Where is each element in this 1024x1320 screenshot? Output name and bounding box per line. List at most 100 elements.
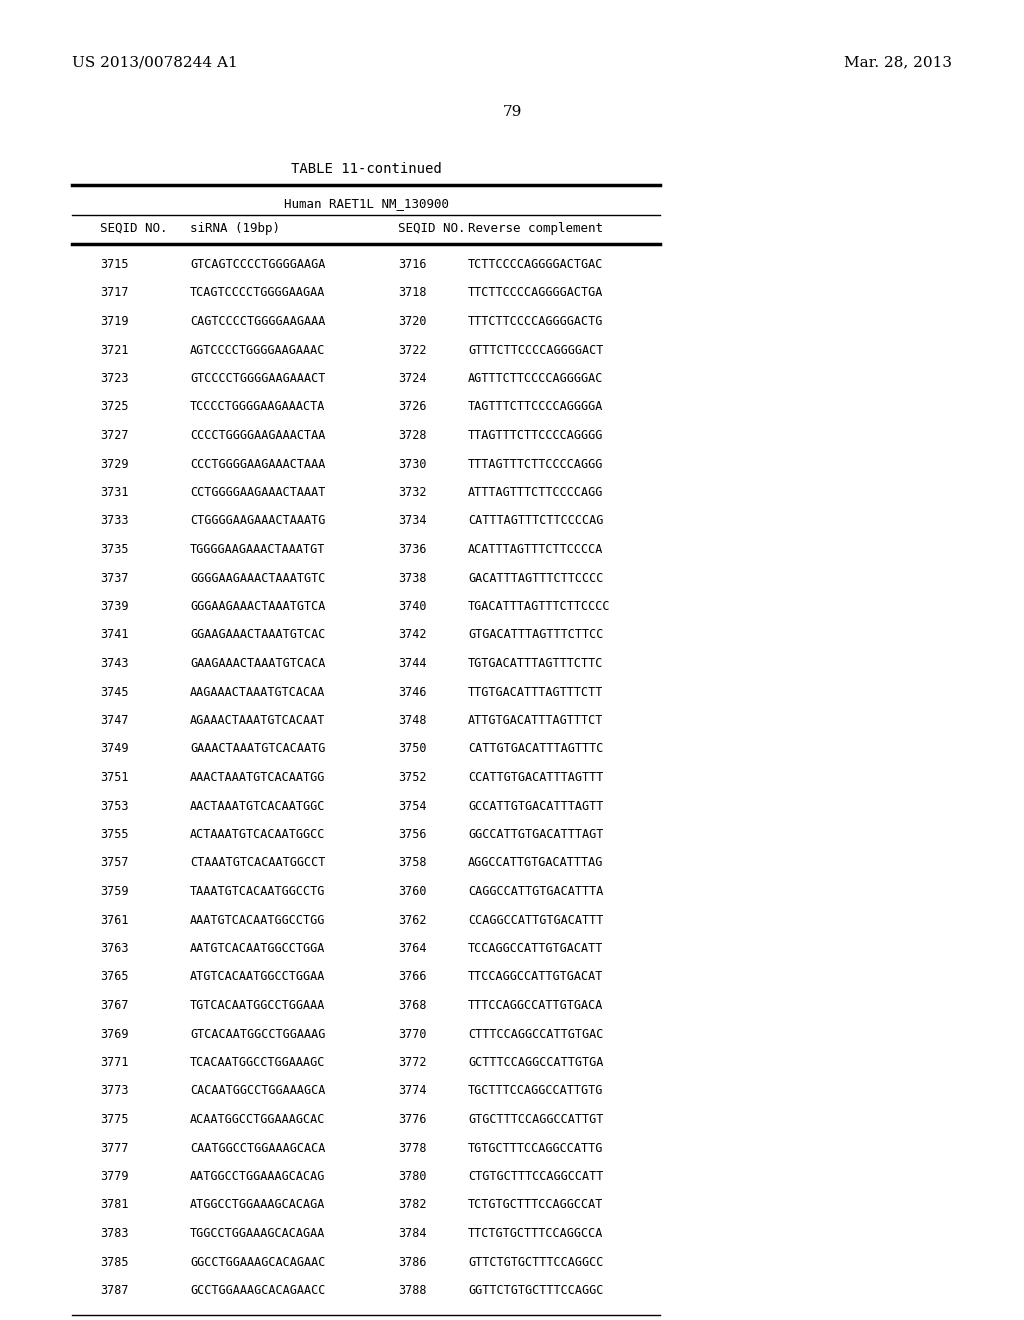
Text: ACAATGGCCTGGAAAGCAC: ACAATGGCCTGGAAAGCAC — [190, 1113, 326, 1126]
Text: 3750: 3750 — [398, 742, 427, 755]
Text: GGCCATTGTGACATTTAGT: GGCCATTGTGACATTTAGT — [468, 828, 603, 841]
Text: GGTTCTGTGCTTTCCAGGC: GGTTCTGTGCTTTCCAGGC — [468, 1284, 603, 1298]
Text: GTCCCCTGGGGAAGAAACT: GTCCCCTGGGGAAGAAACT — [190, 372, 326, 385]
Text: 3753: 3753 — [100, 800, 128, 813]
Text: GGGGAAGAAACTAAATGTC: GGGGAAGAAACTAAATGTC — [190, 572, 326, 585]
Text: AGTTTCTTCCCCAGGGGAC: AGTTTCTTCCCCAGGGGAC — [468, 372, 603, 385]
Text: AAATGTCACAATGGCCTGG: AAATGTCACAATGGCCTGG — [190, 913, 326, 927]
Text: AATGTCACAATGGCCTGGA: AATGTCACAATGGCCTGGA — [190, 942, 326, 954]
Text: TCTTCCCCAGGGGACTGAC: TCTTCCCCAGGGGACTGAC — [468, 257, 603, 271]
Text: GGCCTGGAAAGCACAGAAC: GGCCTGGAAAGCACAGAAC — [190, 1255, 326, 1269]
Text: CCAGGCCATTGTGACATTT: CCAGGCCATTGTGACATTT — [468, 913, 603, 927]
Text: 3745: 3745 — [100, 685, 128, 698]
Text: 3778: 3778 — [398, 1142, 427, 1155]
Text: CACAATGGCCTGGAAAGCA: CACAATGGCCTGGAAAGCA — [190, 1085, 326, 1097]
Text: 3765: 3765 — [100, 970, 128, 983]
Text: TCCAGGCCATTGTGACATT: TCCAGGCCATTGTGACATT — [468, 942, 603, 954]
Text: US 2013/0078244 A1: US 2013/0078244 A1 — [72, 55, 238, 69]
Text: 3756: 3756 — [398, 828, 427, 841]
Text: CTAAATGTCACAATGGCCT: CTAAATGTCACAATGGCCT — [190, 857, 326, 870]
Text: TTTCTTCCCCAGGGGACTG: TTTCTTCCCCAGGGGACTG — [468, 315, 603, 327]
Text: CCATTGTGACATTTAGTTT: CCATTGTGACATTTAGTTT — [468, 771, 603, 784]
Text: 3734: 3734 — [398, 515, 427, 528]
Text: 3739: 3739 — [100, 601, 128, 612]
Text: 3774: 3774 — [398, 1085, 427, 1097]
Text: 3784: 3784 — [398, 1228, 427, 1239]
Text: 3726: 3726 — [398, 400, 427, 413]
Text: GTCACAATGGCCTGGAAAG: GTCACAATGGCCTGGAAAG — [190, 1027, 326, 1040]
Text: CATTGTGACATTTAGTTTC: CATTGTGACATTTAGTTTC — [468, 742, 603, 755]
Text: 3776: 3776 — [398, 1113, 427, 1126]
Text: TTGTGACATTTAGTTTCTT: TTGTGACATTTAGTTTCTT — [468, 685, 603, 698]
Text: 3730: 3730 — [398, 458, 427, 470]
Text: GTTTCTTCCCCAGGGGACT: GTTTCTTCCCCAGGGGACT — [468, 343, 603, 356]
Text: ATTGTGACATTTAGTTTCT: ATTGTGACATTTAGTTTCT — [468, 714, 603, 727]
Text: AAGAAACTAAATGTCACAA: AAGAAACTAAATGTCACAA — [190, 685, 326, 698]
Text: 3738: 3738 — [398, 572, 427, 585]
Text: AAACTAAATGTCACAATGG: AAACTAAATGTCACAATGG — [190, 771, 326, 784]
Text: TABLE 11-continued: TABLE 11-continued — [291, 162, 441, 176]
Text: TTCCAGGCCATTGTGACAT: TTCCAGGCCATTGTGACAT — [468, 970, 603, 983]
Text: CTGTGCTTTCCAGGCCATT: CTGTGCTTTCCAGGCCATT — [468, 1170, 603, 1183]
Text: TGGCCTGGAAAGCACAGAA: TGGCCTGGAAAGCACAGAA — [190, 1228, 326, 1239]
Text: 3731: 3731 — [100, 486, 128, 499]
Text: Human RAET1L NM_130900: Human RAET1L NM_130900 — [284, 197, 449, 210]
Text: 3762: 3762 — [398, 913, 427, 927]
Text: 3758: 3758 — [398, 857, 427, 870]
Text: 79: 79 — [503, 106, 521, 119]
Text: TGTCACAATGGCCTGGAAA: TGTCACAATGGCCTGGAAA — [190, 999, 326, 1012]
Text: ATTTAGTTTCTTCCCCAGG: ATTTAGTTTCTTCCCCAGG — [468, 486, 603, 499]
Text: TCTGTGCTTTCCAGGCCAT: TCTGTGCTTTCCAGGCCAT — [468, 1199, 603, 1212]
Text: 3786: 3786 — [398, 1255, 427, 1269]
Text: GGAAGAAACTAAATGTCAC: GGAAGAAACTAAATGTCAC — [190, 628, 326, 642]
Text: 3728: 3728 — [398, 429, 427, 442]
Text: 3749: 3749 — [100, 742, 128, 755]
Text: GTCAGTCCCCTGGGGAAGA: GTCAGTCCCCTGGGGAAGA — [190, 257, 326, 271]
Text: GAAACTAAATGTCACAATG: GAAACTAAATGTCACAATG — [190, 742, 326, 755]
Text: AGTCCCCTGGGGAAGAAAC: AGTCCCCTGGGGAAGAAAC — [190, 343, 326, 356]
Text: TGTGCTTTCCAGGCCATTG: TGTGCTTTCCAGGCCATTG — [468, 1142, 603, 1155]
Text: TTCTTCCCCAGGGGACTGA: TTCTTCCCCAGGGGACTGA — [468, 286, 603, 300]
Text: GCTTTCCAGGCCATTGTGA: GCTTTCCAGGCCATTGTGA — [468, 1056, 603, 1069]
Text: 3732: 3732 — [398, 486, 427, 499]
Text: AGAAACTAAATGTCACAAT: AGAAACTAAATGTCACAAT — [190, 714, 326, 727]
Text: 3770: 3770 — [398, 1027, 427, 1040]
Text: CTGGGGAAGAAACTAAATG: CTGGGGAAGAAACTAAATG — [190, 515, 326, 528]
Text: siRNA (19bp): siRNA (19bp) — [190, 222, 280, 235]
Text: 3766: 3766 — [398, 970, 427, 983]
Text: 3780: 3780 — [398, 1170, 427, 1183]
Text: 3741: 3741 — [100, 628, 128, 642]
Text: CAGGCCATTGTGACATTTA: CAGGCCATTGTGACATTTA — [468, 884, 603, 898]
Text: 3747: 3747 — [100, 714, 128, 727]
Text: 3723: 3723 — [100, 372, 128, 385]
Text: CAATGGCCTGGAAAGCACA: CAATGGCCTGGAAAGCACA — [190, 1142, 326, 1155]
Text: SEQID NO.: SEQID NO. — [398, 222, 466, 235]
Text: TCAGTCCCCTGGGGAAGAA: TCAGTCCCCTGGGGAAGAA — [190, 286, 326, 300]
Text: TTAGTTTCTTCCCCAGGGG: TTAGTTTCTTCCCCAGGGG — [468, 429, 603, 442]
Text: 3740: 3740 — [398, 601, 427, 612]
Text: 3779: 3779 — [100, 1170, 128, 1183]
Text: CCTGGGGAAGAAACTAAAT: CCTGGGGAAGAAACTAAAT — [190, 486, 326, 499]
Text: Reverse complement: Reverse complement — [468, 222, 603, 235]
Text: 3763: 3763 — [100, 942, 128, 954]
Text: TGTGACATTTAGTTTCTTC: TGTGACATTTAGTTTCTTC — [468, 657, 603, 671]
Text: 3715: 3715 — [100, 257, 128, 271]
Text: ATGTCACAATGGCCTGGAA: ATGTCACAATGGCCTGGAA — [190, 970, 326, 983]
Text: 3748: 3748 — [398, 714, 427, 727]
Text: TGACATTTAGTTTCTTCCCC: TGACATTTAGTTTCTTCCCC — [468, 601, 610, 612]
Text: 3737: 3737 — [100, 572, 128, 585]
Text: 3768: 3768 — [398, 999, 427, 1012]
Text: AGGCCATTGTGACATTTAG: AGGCCATTGTGACATTTAG — [468, 857, 603, 870]
Text: TAGTTTCTTCCCCAGGGGA: TAGTTTCTTCCCCAGGGGA — [468, 400, 603, 413]
Text: 3718: 3718 — [398, 286, 427, 300]
Text: 3754: 3754 — [398, 800, 427, 813]
Text: 3764: 3764 — [398, 942, 427, 954]
Text: 3788: 3788 — [398, 1284, 427, 1298]
Text: 3787: 3787 — [100, 1284, 128, 1298]
Text: 3761: 3761 — [100, 913, 128, 927]
Text: GGGAAGAAACTAAATGTCA: GGGAAGAAACTAAATGTCA — [190, 601, 326, 612]
Text: 3760: 3760 — [398, 884, 427, 898]
Text: CTTTCCAGGCCATTGTGAC: CTTTCCAGGCCATTGTGAC — [468, 1027, 603, 1040]
Text: 3716: 3716 — [398, 257, 427, 271]
Text: 3721: 3721 — [100, 343, 128, 356]
